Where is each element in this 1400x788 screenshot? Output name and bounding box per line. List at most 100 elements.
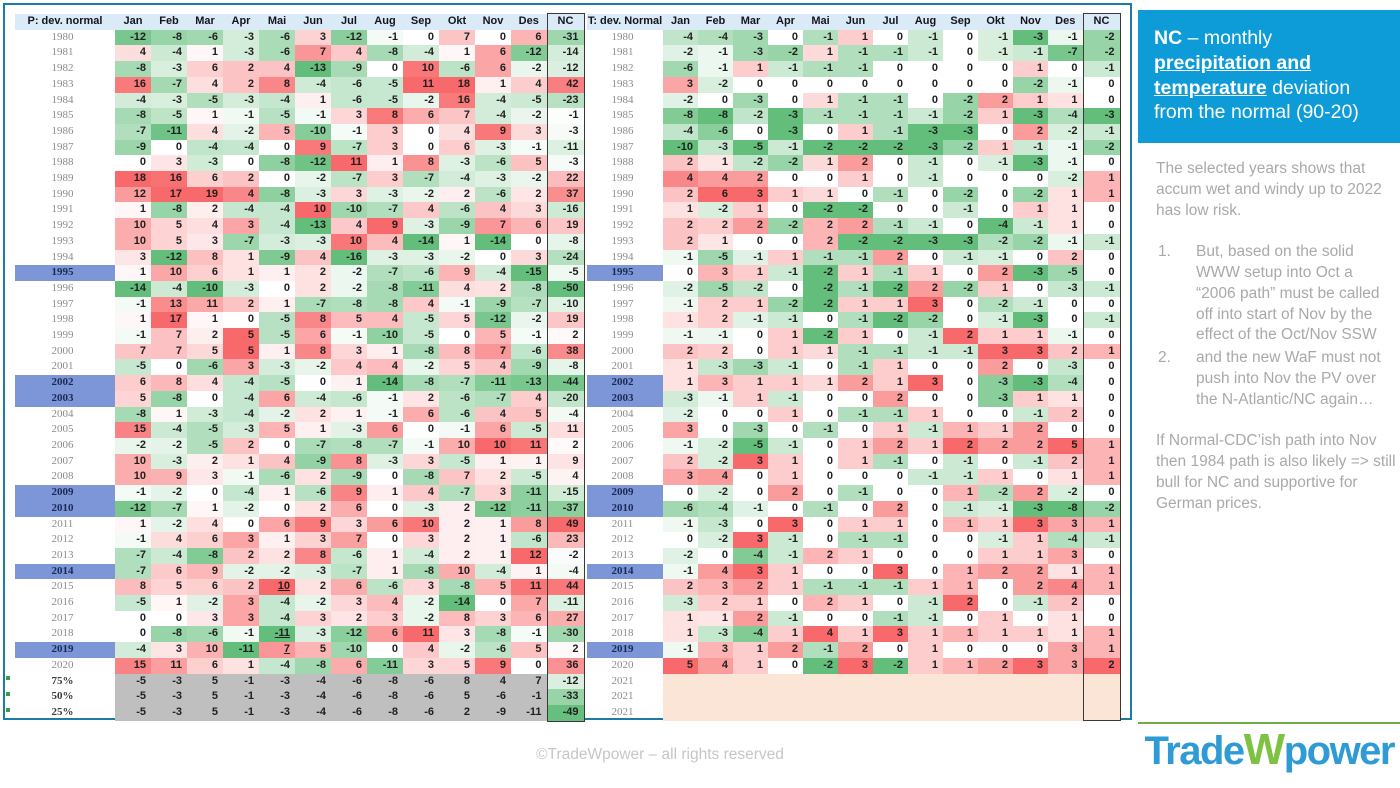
heatmap-cell: -2 (873, 657, 908, 674)
nc-cell: -2 (546, 547, 585, 564)
heatmap-cell: 0 (259, 139, 295, 156)
heatmap-cell: -4 (259, 610, 295, 627)
heatmap-cell: 1 (115, 516, 151, 533)
table-row: 1988 0 3 -3 0 -8 -12 11 1 8 -3 -6 5 -3 (15, 155, 585, 172)
heatmap-cell: -3 (223, 280, 259, 297)
heatmap-cell: 0 (115, 626, 151, 643)
heatmap-cell: 0 (908, 532, 943, 548)
heatmap-cell: 0 (978, 186, 1013, 203)
heatmap-cell: -1 (873, 108, 908, 124)
year-cell: 1980 (611, 30, 634, 43)
year-cell: 2019 (15, 642, 115, 658)
heatmap-cell: 3 (698, 265, 733, 281)
nc-cell: -16 (546, 202, 585, 219)
nc-cell: 44 (546, 579, 585, 596)
heatmap-cell: -4 (1048, 532, 1083, 548)
table-row: 2015 2 3 2 1 -1 -1 -1 1 1 0 2 4 1 (587, 579, 1121, 596)
heatmap-cell: -5 (733, 139, 768, 156)
heatmap-cell: -12 (475, 312, 511, 329)
year-cell: 1981 (611, 46, 634, 59)
heatmap-cell: 0 (733, 76, 768, 93)
heatmap-cell: 0 (943, 610, 978, 627)
logo-power: power (1283, 729, 1396, 773)
heatmap-cell: 3 (1048, 657, 1083, 674)
heatmap-cell: -12 (511, 45, 547, 62)
nc-cell: 49 (546, 516, 585, 533)
heatmap-cell: 5 (295, 642, 331, 658)
heatmap-cell: -2 (151, 485, 187, 501)
heatmap-cell: 0 (475, 249, 511, 266)
table-row: 1984 -2 0 -3 0 1 -1 -1 0 -2 2 1 1 0 (587, 92, 1121, 109)
nc-cell: -1 (1082, 312, 1121, 329)
heatmap-cell: -1 (978, 45, 1013, 62)
heatmap-cell: 0 (908, 92, 943, 109)
heatmap-cell: 0 (873, 547, 908, 564)
heatmap-cell: 0 (403, 422, 439, 438)
heatmap-cell: -3 (733, 45, 768, 62)
heatmap-cell: -3 (1013, 265, 1048, 281)
heatmap-cell: 0 (768, 500, 803, 517)
heatmap-cell: 1 (943, 422, 978, 438)
table-row: 25% -5 -3 5 -1 -3 -4 -6 -8 -6 2 -9 -11 -49 (15, 704, 585, 722)
copyright-text: ©TradeWpower – all rights reserved (536, 746, 784, 763)
heatmap-cell: -3 (1013, 155, 1048, 172)
heatmap-cell: 2 (1048, 406, 1083, 423)
heatmap-cell: 2 (1013, 485, 1048, 501)
table-row: 2014 -7 6 9 -2 -2 -3 -7 1 -8 10 -4 1 -4 (15, 563, 585, 580)
heatmap-cell: 10 (115, 453, 151, 470)
heatmap-cell: 1 (838, 328, 873, 344)
table-row: 2007 2 -2 3 1 0 1 -1 0 -1 0 -1 2 1 (587, 453, 1121, 470)
heatmap-cell: 2 (439, 547, 475, 564)
heatmap-cell: -1 (838, 249, 873, 266)
heatmap-cell: 1 (803, 186, 838, 203)
heatmap-cell: -5 (259, 312, 295, 329)
table-row: 1999 -1 -1 0 1 -2 1 0 -1 2 1 1 -1 0 (587, 328, 1121, 344)
heatmap-cell: -7 (295, 437, 331, 454)
heatmap-cell: 0 (838, 469, 873, 486)
heatmap-cell (838, 704, 873, 721)
heatmap-cell: 5 (115, 390, 151, 407)
heatmap-cell: 18 (115, 171, 151, 187)
nc-cell: -12 (546, 673, 585, 690)
year-cell: 2021 (611, 705, 634, 718)
heatmap-cell: 1 (259, 343, 295, 360)
heatmap-cell: -2 (151, 516, 187, 533)
table-row: 2015 8 5 6 2 10 2 6 -6 3 -8 5 11 44 (15, 579, 585, 596)
heatmap-cell: -1 (838, 312, 873, 329)
heatmap-cell: 0 (943, 45, 978, 62)
table-row: 2013 -7 -4 -8 2 2 8 -6 1 -4 2 1 12 -2 (15, 547, 585, 564)
heatmap-cell: -6 (331, 689, 367, 705)
heatmap-cell: -1 (1048, 328, 1083, 344)
heatmap-cell: -2 (733, 280, 768, 297)
heatmap-cell: -3 (367, 249, 403, 266)
heatmap-cell: 17 (151, 186, 187, 203)
heatmap-cell: 1 (698, 155, 733, 172)
heatmap-cell: 10 (439, 437, 475, 454)
table-row: 2018 1 -3 -4 1 4 1 3 1 1 1 1 1 1 (587, 626, 1121, 643)
year-cell: 1999 (611, 329, 634, 342)
heatmap-cell (803, 704, 838, 721)
heatmap-cell: -2 (511, 61, 547, 77)
nc-cell: -23 (546, 92, 585, 109)
heatmap-cell: 0 (733, 123, 768, 140)
heatmap-cell: 1 (733, 390, 768, 407)
year-cell: 2008 (51, 470, 74, 483)
heatmap-cell: 1 (768, 579, 803, 596)
heatmap-cell: -1 (943, 343, 978, 360)
year-cell: 75% (51, 674, 74, 687)
heatmap-cell: 0 (1013, 359, 1048, 376)
heatmap-cell: -6 (331, 673, 367, 690)
heatmap-cell: -1 (1048, 29, 1083, 46)
heatmap-cell: -1 (698, 390, 733, 407)
nc-cell: 0 (1082, 249, 1121, 266)
heatmap-cell: -4 (223, 390, 259, 407)
nc-cell: 0 (1082, 485, 1121, 501)
heatmap-cell: -1 (1048, 155, 1083, 172)
heatmap-cell: -6 (511, 343, 547, 360)
year-cell: 2007 (51, 454, 74, 467)
heatmap-cell: 0 (838, 610, 873, 627)
year-cell: 1991 (611, 203, 634, 216)
heatmap-cell: 0 (115, 155, 151, 172)
heatmap-cell: 0 (1048, 296, 1083, 313)
year-cell: 2002 (15, 375, 115, 391)
